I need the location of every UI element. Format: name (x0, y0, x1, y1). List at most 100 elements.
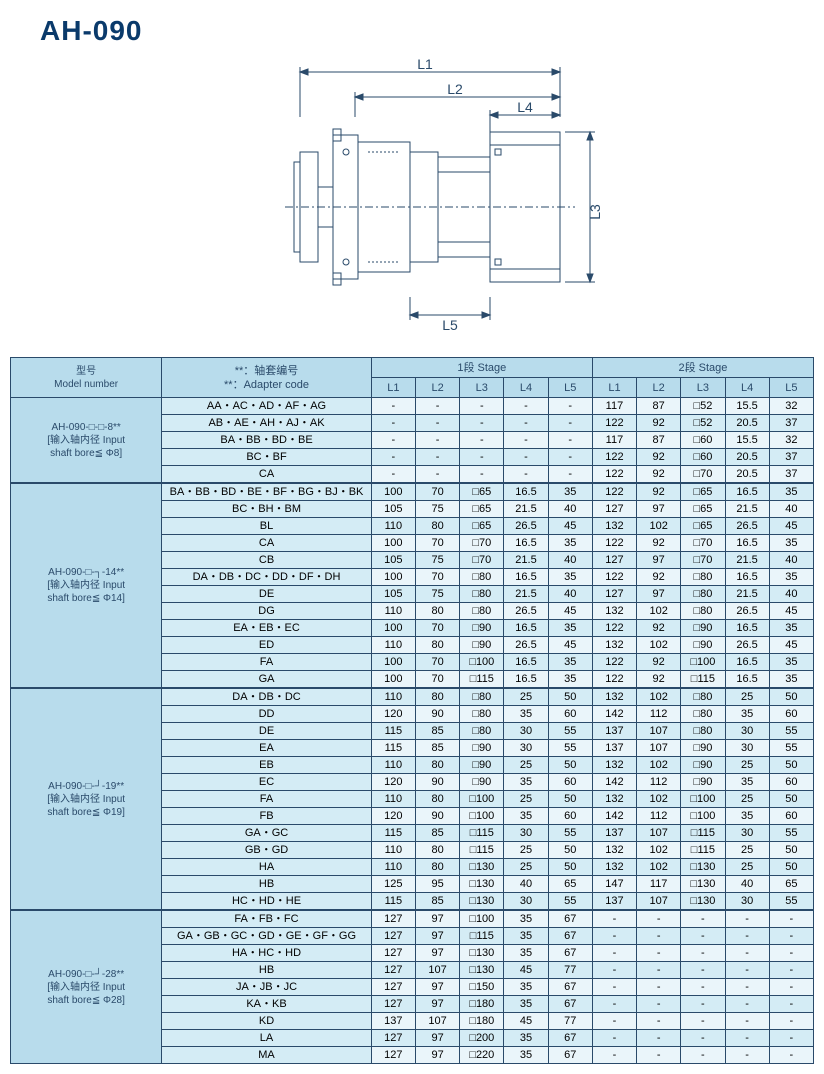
value-cell: □100 (681, 808, 725, 825)
value-cell: 21.5 (725, 552, 769, 569)
value-cell: - (637, 1030, 681, 1047)
value-cell: 77 (548, 1013, 592, 1030)
value-cell: 80 (415, 518, 459, 535)
adapter-cell: GA (162, 671, 371, 689)
value-cell: 40 (548, 552, 592, 569)
value-cell: 26.5 (504, 518, 548, 535)
value-cell: 127 (371, 928, 415, 945)
value-cell: 142 (592, 706, 636, 723)
value-cell: 60 (769, 808, 813, 825)
value-cell: 97 (415, 996, 459, 1013)
value-cell: 85 (415, 893, 459, 911)
value-cell: 16.5 (504, 569, 548, 586)
value-cell: 102 (637, 757, 681, 774)
value-cell: 21.5 (504, 552, 548, 569)
value-cell: 16.5 (504, 483, 548, 501)
model-cell: AH-090-□-┐-14** [输入轴内径 Input shaft bore≦… (11, 483, 162, 688)
value-cell: 117 (637, 876, 681, 893)
value-cell: 92 (637, 535, 681, 552)
value-cell: 35 (504, 1030, 548, 1047)
value-cell: 26.5 (504, 637, 548, 654)
value-cell: 25 (504, 842, 548, 859)
value-cell: - (460, 398, 504, 415)
value-cell: - (769, 996, 813, 1013)
value-cell: 107 (637, 723, 681, 740)
value-cell: 67 (548, 928, 592, 945)
value-cell: 25 (504, 791, 548, 808)
value-cell: □100 (460, 791, 504, 808)
value-cell: □90 (460, 774, 504, 791)
value-cell: 137 (592, 825, 636, 842)
value-cell: - (769, 928, 813, 945)
adapter-cell: GA・GC (162, 825, 371, 842)
value-cell: 55 (548, 893, 592, 911)
value-cell: 132 (592, 842, 636, 859)
value-cell: 115 (371, 740, 415, 757)
value-cell: 122 (592, 466, 636, 484)
value-cell: □90 (681, 774, 725, 791)
value-cell: □100 (681, 654, 725, 671)
value-cell: - (637, 928, 681, 945)
value-cell: 60 (548, 706, 592, 723)
value-cell: 102 (637, 791, 681, 808)
value-cell: □130 (460, 962, 504, 979)
value-cell: 120 (371, 706, 415, 723)
value-cell: 75 (415, 501, 459, 518)
value-cell: 35 (504, 774, 548, 791)
value-cell: 67 (548, 945, 592, 962)
value-cell: 117 (592, 432, 636, 449)
value-cell: □100 (460, 910, 504, 928)
model-cell: AH-090-□-□-8** [输入轴内径 Input shaft bore≦ … (11, 398, 162, 484)
value-cell: 127 (371, 996, 415, 1013)
value-cell: □130 (460, 945, 504, 962)
value-cell: 45 (548, 518, 592, 535)
value-cell: 40 (548, 586, 592, 603)
value-cell: □70 (681, 466, 725, 484)
value-cell: 67 (548, 996, 592, 1013)
value-cell: 110 (371, 603, 415, 620)
value-cell: □115 (681, 671, 725, 689)
header-col: L1 (592, 378, 636, 398)
header-stage2: 2段 Stage (592, 358, 813, 378)
value-cell: 37 (769, 449, 813, 466)
value-cell: □100 (460, 808, 504, 825)
value-cell: - (637, 1013, 681, 1030)
value-cell: 112 (637, 808, 681, 825)
value-cell: 40 (769, 586, 813, 603)
value-cell: 35 (725, 808, 769, 825)
value-cell: □80 (460, 723, 504, 740)
value-cell: - (681, 945, 725, 962)
value-cell: 90 (415, 706, 459, 723)
adapter-cell: FB (162, 808, 371, 825)
value-cell: □130 (460, 893, 504, 911)
value-cell: - (681, 910, 725, 928)
value-cell: 127 (592, 586, 636, 603)
value-cell: □115 (681, 842, 725, 859)
value-cell: □70 (681, 552, 725, 569)
value-cell: 25 (504, 859, 548, 876)
value-cell: □115 (460, 928, 504, 945)
value-cell: 85 (415, 723, 459, 740)
value-cell: 16.5 (725, 620, 769, 637)
svg-text:L2: L2 (447, 81, 463, 97)
value-cell: 35 (769, 654, 813, 671)
value-cell: 55 (769, 740, 813, 757)
value-cell: □115 (681, 825, 725, 842)
value-cell: □80 (460, 586, 504, 603)
adapter-cell: FA・FB・FC (162, 910, 371, 928)
value-cell: 30 (725, 893, 769, 911)
value-cell: - (371, 466, 415, 484)
value-cell: □80 (681, 569, 725, 586)
value-cell: 70 (415, 671, 459, 689)
value-cell: 67 (548, 1047, 592, 1064)
header-col: L1 (371, 378, 415, 398)
value-cell: 97 (415, 928, 459, 945)
value-cell: - (371, 398, 415, 415)
value-cell: 60 (548, 774, 592, 791)
value-cell: - (725, 1047, 769, 1064)
value-cell: 65 (548, 876, 592, 893)
value-cell: 50 (548, 688, 592, 706)
value-cell: - (592, 945, 636, 962)
value-cell: □80 (681, 688, 725, 706)
value-cell: 15.5 (725, 398, 769, 415)
